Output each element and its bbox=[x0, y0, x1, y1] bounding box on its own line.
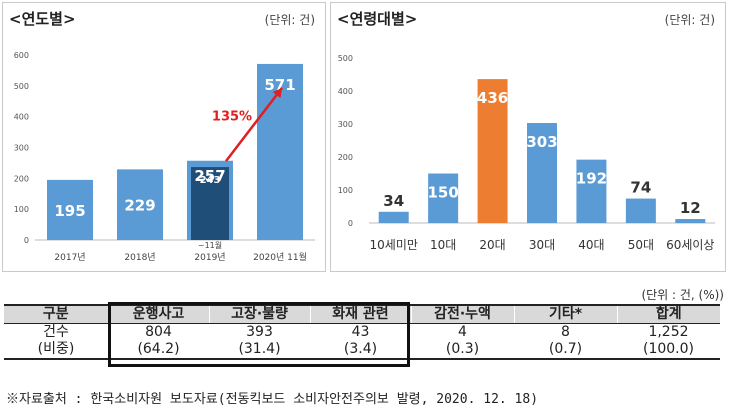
bar-value-label: 12 bbox=[680, 199, 701, 217]
x-tick-label: 10세미만 bbox=[370, 238, 418, 252]
y-tick-label: 500 bbox=[14, 82, 29, 91]
table-cell: 393 bbox=[246, 324, 273, 340]
yearly-chart-unit: (단위: 건) bbox=[264, 13, 315, 27]
bar-value-label: 571 bbox=[264, 76, 295, 94]
x-tick-label: 30대 bbox=[529, 238, 555, 252]
age-chart-panel: <연령대별> (단위: 건) 0 100 200 300 400 500 10세미만 34 10… bbox=[330, 2, 726, 272]
table-header-cell: 합계 bbox=[616, 304, 720, 324]
table-row-count: 건수 804 393 43 4 8 1,252 bbox=[4, 324, 720, 342]
bar-40대 bbox=[576, 159, 607, 223]
yearly-chart-panel: <연도별> (단위: 건) 0 100 200 300 400 500 600 2017년 19… bbox=[2, 2, 326, 272]
age-chart-unit: (단위: 건) bbox=[664, 13, 715, 27]
x-tick-label: 2020년 11월 bbox=[253, 251, 307, 263]
yearly-chart-title: <연도별> bbox=[9, 10, 76, 28]
table-cell: (비중) bbox=[4, 341, 108, 360]
y-tick-label: 0 bbox=[348, 219, 353, 228]
table-cell: 1,252 bbox=[648, 324, 689, 340]
y-tick-label: 0 bbox=[24, 236, 29, 245]
bar-value-label: 150 bbox=[427, 184, 458, 202]
table-cell: 건수 bbox=[43, 324, 69, 340]
summary-table: 구분 운행사고 고장·불량 화재 관련 감전·누액 기타* 합계 건수 804 … bbox=[4, 304, 720, 360]
bar-60세이상 bbox=[675, 219, 706, 223]
age-chart-title: <연령대별> bbox=[337, 10, 418, 28]
source-note: ※자료출처 : 한국소비자원 보도자료(전동킥보드 소비자안전주의보 발령, 2… bbox=[6, 392, 539, 407]
table-cell: 4 bbox=[458, 324, 467, 340]
bar-value-label: 257 bbox=[194, 167, 225, 185]
bar-50대 bbox=[625, 198, 656, 223]
age-bar-chart: 0 100 200 300 400 500 10세미만 34 10대 150 20대 436 30대 30… bbox=[338, 54, 715, 252]
table-cell: (3.4) bbox=[310, 341, 411, 360]
x-tick-label: 40대 bbox=[578, 238, 604, 252]
table-cell: (0.7) bbox=[514, 341, 617, 360]
table-header-cell: 구분 bbox=[4, 304, 108, 324]
growth-arrow-head bbox=[272, 87, 282, 99]
table-header-cell: 운행사고 bbox=[107, 304, 209, 324]
table-cell: (64.2) bbox=[108, 341, 209, 360]
table-cell: 43 bbox=[351, 324, 370, 340]
bar-value-label: 192 bbox=[576, 170, 607, 188]
bar-value-label: 303 bbox=[526, 133, 557, 151]
y-tick-label: 200 bbox=[14, 174, 29, 183]
bar-value-label: 34 bbox=[383, 192, 404, 210]
y-tick-label: 200 bbox=[338, 153, 353, 162]
bar-value-label: 229 bbox=[124, 197, 155, 215]
inner-bar-label: 243 bbox=[200, 175, 221, 186]
table-header-row: 구분 운행사고 고장·불량 화재 관련 감전·누액 기타* 합계 bbox=[4, 304, 720, 324]
table-cell: 804 bbox=[145, 324, 172, 340]
bar-value-label: 195 bbox=[54, 202, 85, 220]
y-tick-label: 400 bbox=[338, 87, 353, 96]
bar-10대 bbox=[428, 173, 459, 223]
table-header-cell: 기타* bbox=[513, 304, 617, 324]
bar-2017년 bbox=[47, 179, 93, 240]
y-tick-label: 100 bbox=[338, 186, 353, 195]
yearly-bar-chart: 0 100 200 300 400 500 600 2017년 195 2018년 229 2019년… bbox=[14, 51, 315, 263]
y-tick-label: 300 bbox=[338, 120, 353, 129]
growth-annotation: 135% bbox=[212, 110, 252, 125]
x-tick-label: 20대 bbox=[479, 238, 505, 252]
bar-value-label: 74 bbox=[630, 179, 651, 197]
y-tick-label: 600 bbox=[14, 51, 29, 60]
y-tick-label: 100 bbox=[14, 205, 29, 214]
table-cell: (0.3) bbox=[411, 341, 514, 360]
table-header-cell: 화재 관련 bbox=[309, 304, 411, 324]
growth-arrow bbox=[225, 87, 283, 162]
table-row-share: (비중) (64.2) (31.4) (3.4) (0.3) (0.7) (10… bbox=[4, 341, 720, 360]
bar-20대 bbox=[477, 79, 508, 224]
inner-bar-period: ~11월 bbox=[198, 240, 222, 250]
inner-bar bbox=[191, 167, 229, 240]
table-header-cell: 고장·불량 bbox=[208, 304, 310, 324]
table-cell: (31.4) bbox=[209, 341, 310, 360]
x-tick-label: 2019년 bbox=[194, 252, 225, 263]
table-cell: (100.0) bbox=[617, 341, 720, 360]
bar-2018년 bbox=[117, 169, 163, 240]
bar-30대 bbox=[527, 123, 557, 223]
table-header-cell: 감전·누액 bbox=[410, 304, 514, 324]
x-tick-label: 2018년 bbox=[124, 252, 155, 263]
bar-10세미만 bbox=[378, 211, 409, 223]
y-tick-label: 400 bbox=[14, 113, 29, 122]
table-unit: (단위 : 건, (%)) bbox=[641, 288, 724, 302]
y-tick-label: 300 bbox=[14, 144, 29, 153]
y-tick-label: 500 bbox=[338, 54, 353, 63]
table-cell: 8 bbox=[561, 324, 570, 340]
bar-value-label: 436 bbox=[477, 89, 508, 107]
x-tick-label: 50대 bbox=[628, 238, 654, 252]
x-tick-label: 2017년 bbox=[54, 252, 85, 263]
x-tick-label: 60세이상 bbox=[666, 238, 714, 252]
x-tick-label: 10대 bbox=[430, 238, 456, 252]
